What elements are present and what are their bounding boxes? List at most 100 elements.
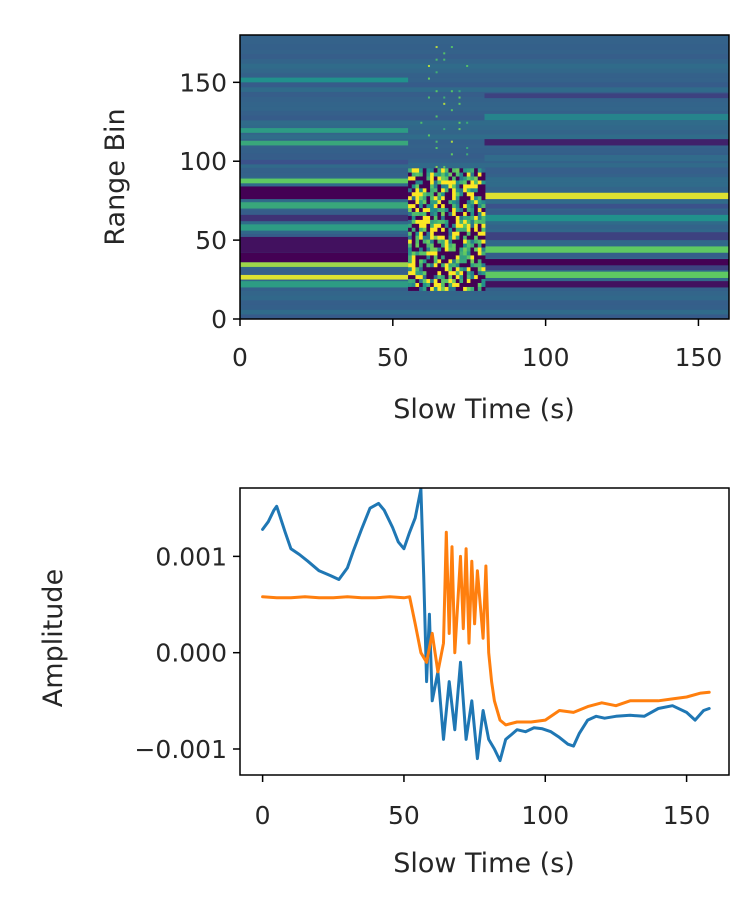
heatmap-speckle — [474, 270, 479, 276]
heatmap-speckle — [466, 266, 471, 272]
heatmap-speckle — [422, 278, 427, 284]
heatmap-speckle — [466, 235, 471, 240]
heatmap-speckle — [433, 231, 438, 236]
heatmap-speckle — [448, 219, 453, 224]
heatmap-speckle — [441, 188, 446, 193]
heatmap-speckle — [408, 203, 413, 209]
heatmap-speckle — [441, 172, 446, 177]
heatmap-speckle — [411, 255, 416, 260]
heatmap-speckle — [430, 215, 435, 220]
heatmap-speckle — [415, 188, 420, 193]
heatmap-panel: 0 50 100 150 0 50 100 150 Slow Time (s) Range … — [100, 34, 730, 425]
heatmap-texture-row — [240, 148, 729, 154]
heatmap-speckle — [426, 219, 431, 224]
heatmap-speckle — [415, 262, 420, 268]
heatmap-speckle — [452, 282, 457, 287]
heatmap-speckle — [408, 286, 413, 291]
heatmap-speckle — [422, 282, 427, 287]
heatmap-speckle — [441, 231, 446, 236]
heatmap-speckle — [481, 255, 486, 260]
heatmap-speckle — [411, 172, 416, 177]
heatmap-speckle — [420, 121, 423, 124]
heatmap-speckle — [408, 282, 413, 287]
heatmap-speckle — [433, 180, 438, 185]
heatmap-speckle — [441, 243, 446, 248]
heatmap-speckle — [437, 219, 442, 224]
heatmap-speckle — [470, 243, 475, 248]
heatmap-speckle — [474, 176, 479, 181]
heatmap-speckle — [430, 219, 435, 224]
heatmap-texture-row — [240, 304, 729, 310]
heatmap-speckle — [481, 223, 486, 228]
heatmap-speckle — [481, 172, 486, 177]
heatmap-speckle — [426, 227, 431, 232]
heatmap-speckle — [477, 266, 482, 272]
heatmap-speckle — [411, 223, 416, 228]
heatmap-speckle — [422, 199, 427, 205]
heatmap-speckle — [448, 266, 453, 272]
heatmap-speckle — [415, 203, 420, 209]
heatmap-speckle — [430, 262, 435, 268]
heatmap-speckle — [448, 172, 453, 177]
heatmap-speckle — [452, 180, 457, 185]
heatmap-speckle — [463, 199, 468, 205]
heatmap-speckle — [422, 195, 427, 201]
heatmap-speckle — [441, 235, 446, 240]
heatmap-speckle — [430, 188, 435, 193]
heatmap-speckle — [463, 239, 468, 244]
heatmap-speckle — [444, 211, 449, 216]
heatmap-band — [240, 159, 409, 165]
heatmap-speckle — [470, 286, 475, 291]
heatmap-speckle — [430, 223, 435, 228]
heatmap-speckle — [433, 278, 438, 284]
heatmap-speckle — [477, 235, 482, 240]
heatmap-speckle — [411, 211, 416, 216]
heatmap-speckle — [426, 223, 431, 228]
heatmap-speckle — [470, 239, 475, 244]
heatmap-speckle — [466, 191, 471, 197]
heatmap-speckle — [466, 274, 471, 280]
line-x-tick-label: 150 — [663, 801, 711, 830]
heatmap-speckle — [466, 153, 469, 156]
heatmap-texture-row — [240, 120, 729, 126]
heatmap-speckle — [430, 259, 435, 264]
heatmap-speckle — [450, 140, 453, 143]
heatmap-speckle — [422, 251, 427, 256]
heatmap-speckle — [411, 168, 416, 173]
heatmap-speckle — [426, 270, 431, 276]
heatmap-speckle — [444, 227, 449, 232]
heatmap-speckle — [452, 168, 457, 173]
heatmap-speckle — [459, 259, 464, 264]
heatmap-speckle — [459, 184, 464, 189]
heatmap-speckle — [415, 286, 420, 291]
heatmap-speckle — [419, 259, 424, 264]
heatmap-speckle — [481, 184, 486, 189]
heatmap-speckle — [470, 172, 475, 177]
heatmap-speckle — [411, 176, 416, 181]
heatmap-speckle — [452, 211, 457, 216]
heatmap-speckle — [477, 286, 482, 291]
heatmap-speckle — [452, 243, 457, 248]
heatmap-speckle — [411, 259, 416, 264]
heatmap-speckle — [466, 180, 471, 185]
heatmap-speckle — [474, 235, 479, 240]
heatmap-speckle — [422, 215, 427, 220]
heatmap-x-tick-label: 0 — [232, 343, 248, 372]
heatmap-speckle — [441, 278, 446, 284]
heatmap-speckle — [474, 274, 479, 280]
heatmap-speckle — [477, 199, 482, 205]
heatmap-speckle — [463, 223, 468, 228]
heatmap-band — [484, 259, 729, 266]
heatmap-speckle — [411, 227, 416, 232]
heatmap-speckle — [433, 223, 438, 228]
heatmap-speckle — [419, 207, 424, 213]
heatmap-speckle — [463, 211, 468, 216]
heatmap-speckle — [466, 282, 471, 287]
heatmap-speckle — [463, 262, 468, 268]
heatmap-speckle — [437, 286, 442, 291]
heatmap-speckle — [444, 223, 449, 228]
line-y-ticks: −0.001 0.000 0.001 — [134, 542, 240, 764]
heatmap-speckle — [430, 207, 435, 213]
heatmap-speckle — [463, 231, 468, 236]
